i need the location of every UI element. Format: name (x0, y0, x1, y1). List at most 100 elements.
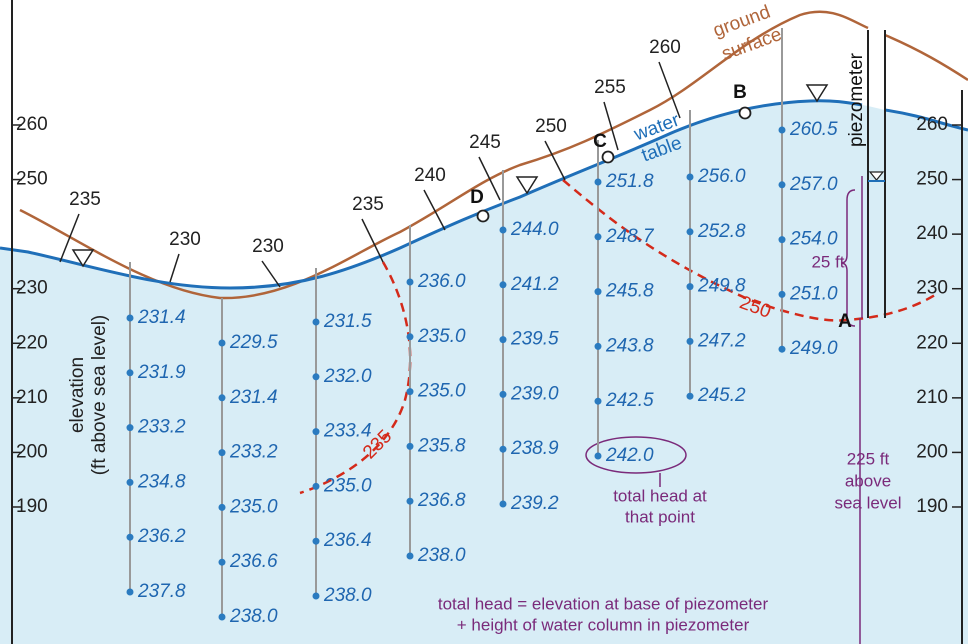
head-value: 236.0 (417, 271, 466, 292)
page: {"left_axis":{"labels":[260,250,230,220,… (0, 0, 968, 644)
contour-label: 245 (469, 132, 501, 153)
annotation: + height of water column in piezometer (457, 615, 750, 634)
head-point (500, 227, 507, 234)
axis-label: 250 (16, 169, 48, 190)
contour-leader (545, 141, 565, 180)
head-point (779, 127, 786, 134)
head-point (407, 498, 414, 505)
head-point (407, 333, 414, 340)
head-point (779, 291, 786, 298)
head-point (407, 279, 414, 286)
head-value: 245.8 (605, 281, 654, 302)
head-value: 256.0 (697, 166, 746, 187)
axis-label: 220 (16, 332, 48, 353)
contour-label: 240 (414, 165, 446, 186)
point-label: D (470, 187, 484, 208)
head-point (595, 233, 602, 240)
head-point (219, 504, 226, 511)
axis-label: 210 (16, 387, 48, 408)
head-point (595, 288, 602, 295)
head-point (219, 559, 226, 566)
contour-label: 255 (594, 77, 626, 98)
head-value: 236.4 (323, 530, 372, 551)
head-point (127, 479, 134, 486)
head-point (219, 340, 226, 347)
point-marker (740, 108, 751, 119)
head-value: 260.5 (789, 119, 838, 140)
head-point (313, 428, 320, 435)
head-value: 237.8 (137, 581, 186, 602)
head-value: 251.0 (789, 283, 838, 304)
point-label: A (838, 311, 852, 332)
axis-label: 210 (916, 387, 948, 408)
head-value: 249.8 (697, 276, 746, 297)
head-value: 235.0 (229, 496, 278, 517)
axis-title: elevation (67, 357, 88, 433)
head-value: 233.4 (323, 421, 372, 442)
contour-leader (659, 62, 680, 118)
head-value: 249.0 (789, 338, 838, 359)
head-value: 233.2 (137, 417, 186, 438)
head-value: 239.0 (510, 383, 559, 404)
head-value: 233.2 (229, 442, 278, 463)
contour-label: 235 (69, 189, 101, 210)
annotation: 25 ft (811, 252, 844, 271)
head-value: 229.5 (229, 332, 278, 353)
water-level-marker (807, 85, 827, 101)
axis-label: 190 (16, 496, 48, 517)
head-point (779, 181, 786, 188)
head-point (779, 236, 786, 243)
head-value: 254.0 (789, 229, 838, 250)
axis-label: 240 (916, 223, 948, 244)
head-value: 236.6 (229, 551, 278, 572)
head-value: 235.0 (417, 381, 466, 402)
head-point (687, 174, 694, 181)
head-point (313, 319, 320, 326)
head-value: 232.0 (323, 366, 372, 387)
head-point (313, 373, 320, 380)
axis-label: 250 (916, 169, 948, 190)
axis-label: 220 (916, 332, 948, 353)
head-value: 231.9 (137, 362, 186, 383)
head-value: 236.8 (417, 490, 466, 511)
annotation: total head = elevation at base of piezom… (438, 594, 769, 613)
annotation: above (845, 471, 891, 490)
head-point (407, 388, 414, 395)
head-value: 241.2 (510, 274, 559, 295)
head-point (595, 453, 602, 460)
head-point (313, 593, 320, 600)
head-value: 235.8 (417, 435, 466, 456)
annotation: that point (625, 507, 695, 526)
head-point (500, 336, 507, 343)
contour-label: 235 (352, 194, 384, 215)
annotation: total head at (613, 486, 707, 505)
head-point (219, 449, 226, 456)
head-point (407, 553, 414, 560)
head-value: 243.8 (605, 335, 654, 356)
head-point (127, 424, 134, 431)
point-label: B (733, 82, 747, 103)
axis-label: 230 (16, 278, 48, 299)
contour-label: 260 (649, 37, 681, 58)
head-point (687, 393, 694, 400)
head-value: 238.0 (229, 606, 278, 627)
head-value: 235.0 (417, 326, 466, 347)
head-point (313, 538, 320, 545)
contour-leader (262, 261, 280, 287)
head-value: 244.0 (510, 219, 559, 240)
head-point (500, 281, 507, 288)
head-point (219, 614, 226, 621)
head-value: 248.7 (605, 226, 655, 247)
contour-leader (424, 190, 445, 230)
head-point (595, 179, 602, 186)
head-value: 231.5 (323, 311, 372, 332)
head-point (127, 589, 134, 596)
head-value: 234.8 (137, 471, 186, 492)
axis-label: 200 (16, 441, 48, 462)
head-value: 238.9 (510, 438, 559, 459)
diagram: 2602502302202102001902602502402302202102… (0, 0, 968, 644)
head-value: 231.4 (137, 307, 186, 328)
head-value: 242.0 (605, 445, 654, 466)
head-point (687, 228, 694, 235)
head-value: 239.2 (510, 493, 559, 514)
